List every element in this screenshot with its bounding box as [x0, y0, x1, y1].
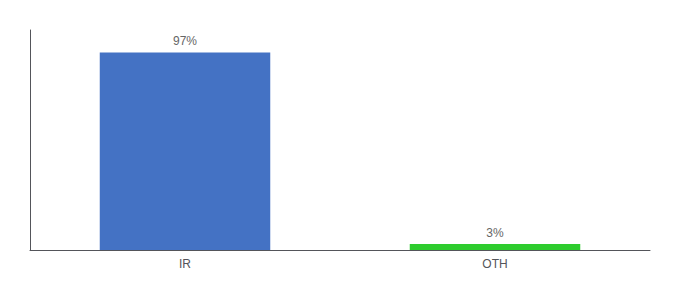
- svg-text:OTH: OTH: [482, 257, 507, 271]
- svg-text:IR: IR: [179, 257, 191, 271]
- svg-text:3%: 3%: [486, 226, 504, 240]
- svg-text:97%: 97%: [173, 34, 197, 48]
